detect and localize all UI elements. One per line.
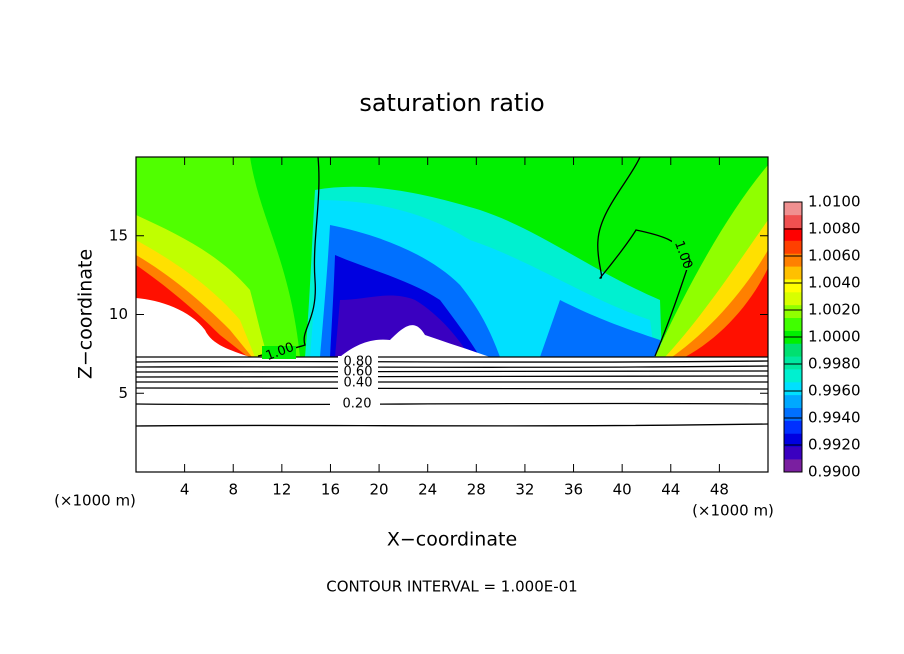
colorbar-swatch — [784, 304, 802, 319]
colorbar-swatch — [784, 407, 802, 421]
y-axis-label: Z−coordinate — [75, 249, 97, 379]
colorbar-swatch — [784, 317, 802, 331]
colorbar-swatch — [784, 240, 802, 254]
contour-label: 0.20 — [343, 397, 372, 412]
y-tick-label: 15 — [109, 226, 128, 244]
x-tick-label: 24 — [418, 481, 437, 499]
x-tick-label: 20 — [370, 481, 389, 499]
colorbar-swatch — [784, 420, 802, 434]
x-tick-label: 48 — [710, 481, 729, 499]
contour-label: 0.40 — [344, 376, 373, 391]
colorbar-tick-label: 0.9900 — [808, 463, 861, 481]
x-tick-label: 4 — [180, 481, 190, 499]
colorbar-tick-label: 1.0000 — [808, 328, 861, 346]
x-unit: (×1000 m) — [54, 492, 136, 510]
colorbar-tick-label: 0.9960 — [808, 382, 861, 400]
colorbar-swatch — [784, 356, 802, 370]
x-unit: (×1000 m) — [692, 502, 774, 520]
x-tick-label: 28 — [467, 481, 486, 499]
x-tick-label: 16 — [321, 481, 340, 499]
chart-title: saturation ratio — [359, 89, 544, 117]
colorbar-swatch — [784, 292, 802, 306]
colorbar-tick-label: 0.9940 — [808, 409, 861, 427]
colorbar-swatch — [784, 343, 802, 357]
colorbar-swatch — [784, 459, 802, 473]
colorbar-swatch — [784, 202, 802, 216]
x-axis-label: X−coordinate — [387, 529, 517, 551]
colorbar-swatch — [784, 266, 802, 280]
contour-interval: CONTOUR INTERVAL = 1.000E-01 — [326, 578, 577, 596]
x-tick-label: 32 — [515, 481, 534, 499]
x-tick-label: 44 — [661, 481, 680, 499]
x-tick-label: 36 — [564, 481, 583, 499]
colorbar-swatch — [784, 394, 802, 409]
colorbar-swatch — [784, 433, 802, 447]
colorbar-tick-label: 1.0080 — [808, 220, 861, 238]
y-tick-label: 10 — [109, 305, 128, 323]
colorbar-tick-label: 1.0020 — [808, 301, 861, 319]
x-tick-label: 8 — [228, 481, 238, 499]
colorbar-tick-label: 1.0100 — [808, 193, 861, 211]
y-tick-label: 5 — [118, 384, 128, 402]
colorbar-tick-label: 0.9980 — [808, 355, 861, 373]
field: 1.00 1.00 0.80 0.60 0.40 0.20 — [136, 157, 768, 472]
colorbar-swatch — [784, 227, 802, 241]
colorbar-swatch — [784, 253, 802, 267]
colorbar-swatch — [784, 279, 802, 293]
colorbar-tick-label: 1.0040 — [808, 274, 861, 292]
colorbar-tick-label: 1.0060 — [808, 247, 861, 265]
colorbar-swatch — [784, 214, 802, 229]
colorbar-swatch — [784, 369, 802, 383]
x-tick-label: 12 — [272, 481, 291, 499]
x-tick-label: 40 — [613, 481, 632, 499]
contour-label: 0.80 — [344, 355, 373, 370]
colorbar-tick-label: 0.9920 — [808, 436, 861, 454]
colorbar-swatch — [784, 446, 802, 460]
colorbar-swatch — [784, 382, 802, 396]
contour-label: 0.60 — [344, 365, 373, 380]
